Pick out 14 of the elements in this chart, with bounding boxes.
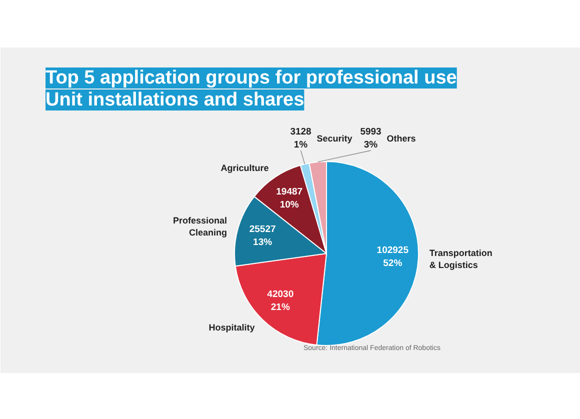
chart-subtitle: Unit installations and shares [46, 90, 304, 110]
data-label: 102925 52% [376, 244, 410, 270]
slice-label: Professional Cleaning [173, 216, 228, 238]
data-label: 3128 1% [290, 126, 312, 151]
slice-label: Hospitality [208, 322, 255, 332]
data-label: 5993 3% [360, 126, 382, 151]
data-label: 19487 10% [276, 186, 303, 211]
data-label: 25527 13% [249, 224, 276, 248]
slice-label: Agriculture [220, 163, 269, 174]
chart-title: Top 5 application groups for professional use [46, 68, 457, 88]
slice-label: Others [386, 134, 416, 144]
slice-label: Transportation & Logistics [429, 248, 492, 270]
slice-label: Security [316, 134, 352, 144]
data-label: 42030 21% [267, 288, 294, 314]
